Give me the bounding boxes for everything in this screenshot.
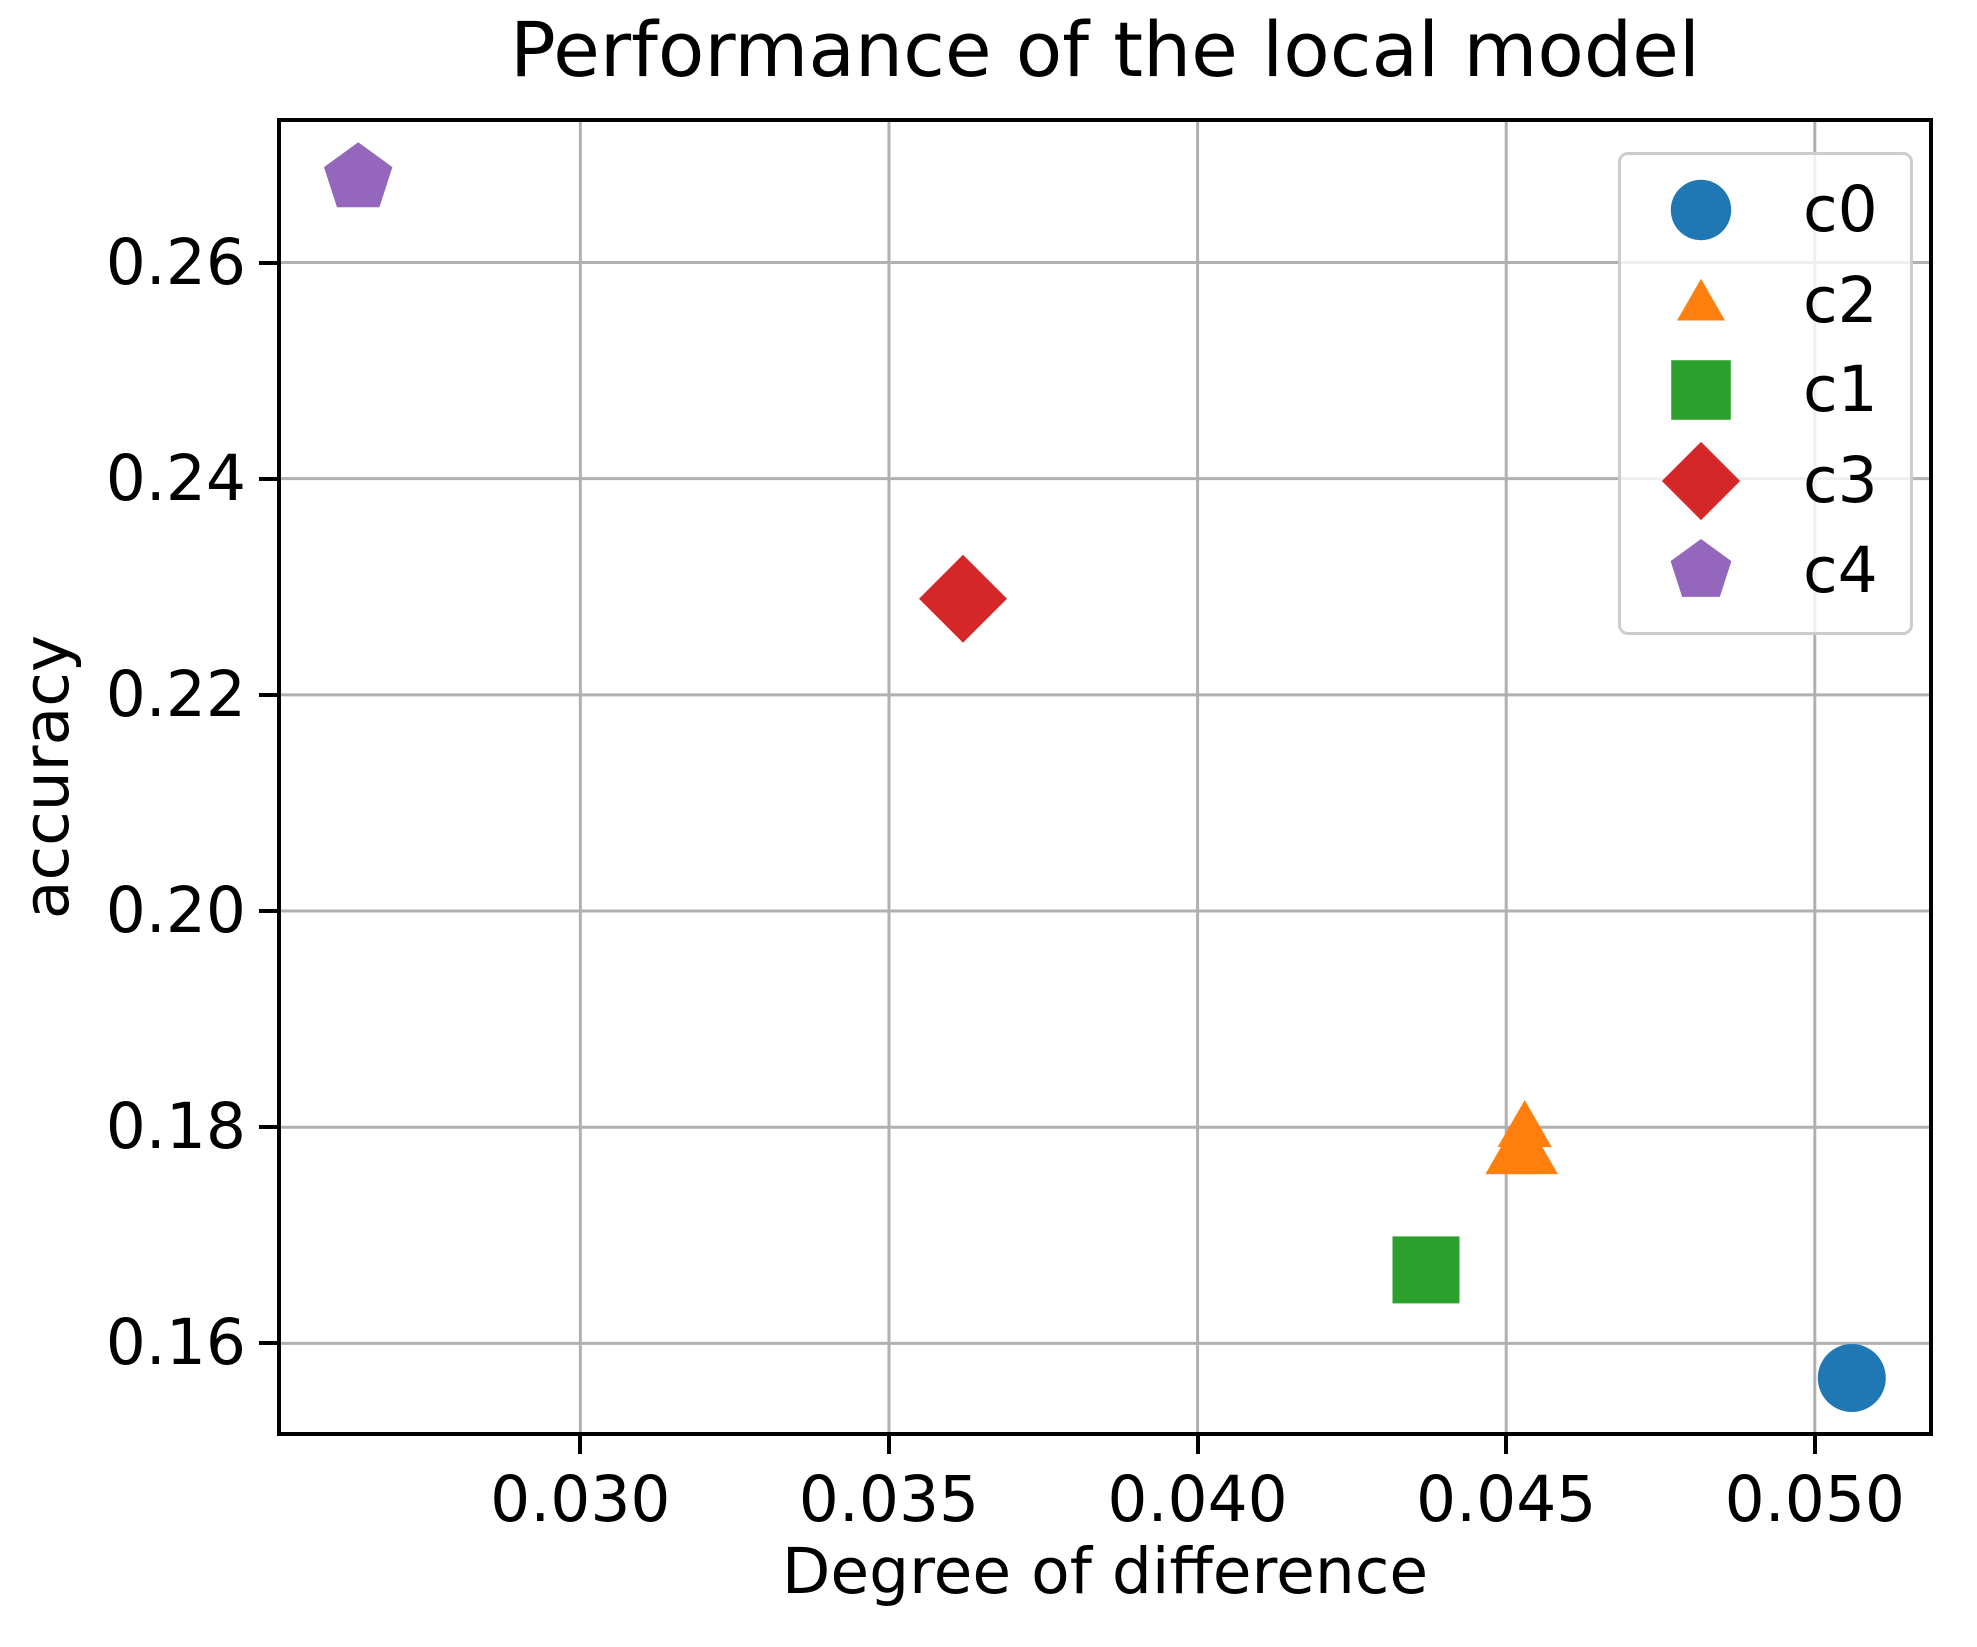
x-tick-mark [578,1436,583,1454]
legend-row-c4: c4 [1621,526,1910,616]
x-tick-mark [1504,1436,1509,1454]
legend: c0 c2 c1 c3 c4 [1618,152,1913,635]
gridlines [281,122,1929,1432]
x-tick-label: 0.045 [1416,1463,1597,1536]
scatter-point-c1 [1392,1236,1460,1304]
x-tick-label: 0.040 [1107,1463,1288,1536]
legend-row-c1: c1 [1621,345,1910,435]
diamond-icon [1661,441,1741,521]
scatter-series-c2 [1485,1100,1558,1175]
y-tick-mark [259,909,277,914]
legend-row-c3: c3 [1621,436,1910,526]
scatter-point-c3 [919,554,1007,643]
y-tick-label: 0.18 [105,1090,246,1164]
y-tick-label: 0.26 [105,225,246,299]
legend-row-c0: c0 [1621,165,1910,255]
scatter-point-c4 [324,142,393,208]
square-icon [1671,360,1731,420]
legend-marker-c1 [1671,360,1731,420]
scatter-point-c2 [1497,1100,1552,1147]
legend-label-c4: c4 [1803,534,1878,607]
y-tick-label: 0.24 [105,441,246,515]
x-tick-label: 0.035 [798,1463,980,1536]
y-tick-label: 0.16 [105,1306,246,1380]
legend-label-c1: c1 [1803,353,1878,426]
chart-title: Performance of the local model [510,5,1700,94]
scatter-series-c1 [1392,1236,1460,1304]
x-tick-label: 0.030 [490,1463,671,1536]
x-tick-mark [886,1436,891,1454]
y-tick-label: 0.20 [105,874,246,948]
y-tick-mark [259,260,277,265]
legend-label-c3: c3 [1803,444,1878,517]
legend-label-c2: c2 [1803,264,1878,337]
y-tick-mark [259,1125,277,1130]
legend-marker-c0 [1670,179,1732,241]
triangle-up-icon [1677,278,1725,321]
circle-icon [1670,179,1732,241]
y-tick-mark [259,476,277,481]
legend-label-c0: c0 [1803,173,1878,246]
legend-marker-c2 [1677,278,1725,321]
pentagon-icon [1670,539,1732,597]
scatter-point-c0 [1817,1344,1886,1412]
x-tick-mark [1195,1436,1200,1454]
legend-marker-c4 [1670,539,1732,597]
scatter-series-c3 [919,554,1007,643]
y-tick-mark [259,692,277,697]
legend-row-c2: c2 [1621,256,1910,346]
y-tick-label: 0.22 [105,657,246,731]
x-tick-label: 0.050 [1724,1463,1905,1536]
x-axis-label: Degree of difference [781,1535,1429,1608]
scatter-point-c2 [1503,1127,1558,1175]
x-tick-mark [1812,1436,1817,1454]
scatter-series-c4 [324,142,393,208]
y-axis-label: accuracy [10,634,83,920]
scatter-series-c0 [1817,1344,1886,1412]
plot-canvas [281,122,1929,1432]
legend-marker-c3 [1661,441,1741,521]
y-tick-mark [259,1341,277,1346]
